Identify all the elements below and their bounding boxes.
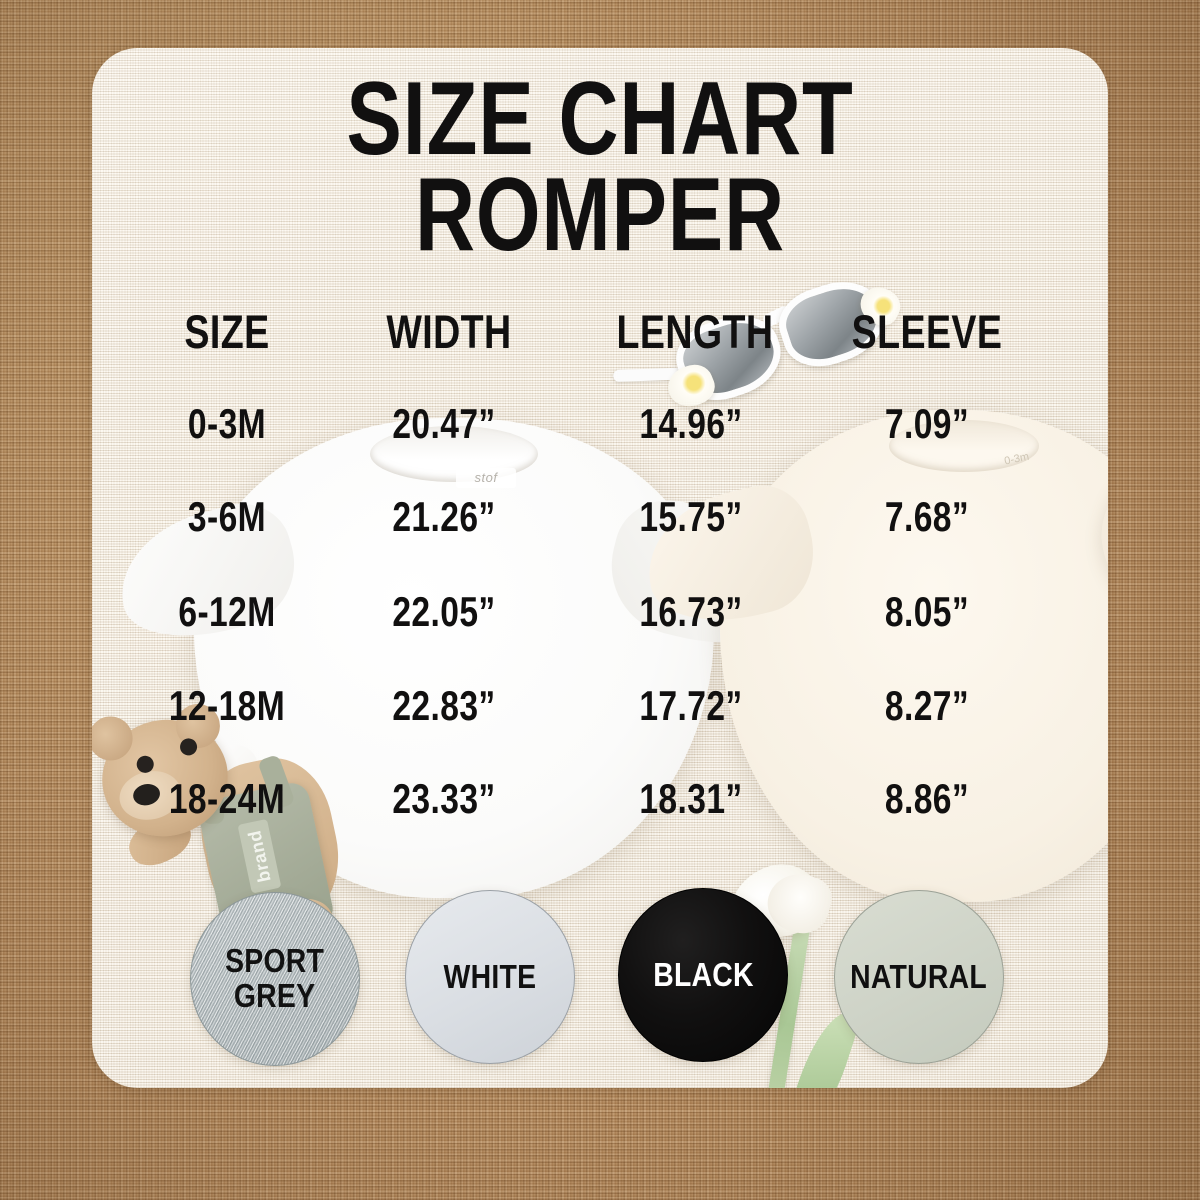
swatch-label-line1: SPORT bbox=[225, 942, 325, 980]
color-swatch-label: NATURAL bbox=[850, 957, 988, 995]
table-cell-width: 21.26” bbox=[392, 493, 496, 540]
cream-romper-photo: 0-3m bbox=[633, 410, 1108, 902]
table-cell-width: 20.47” bbox=[392, 400, 496, 447]
table-cell-size: 12-18M bbox=[168, 682, 286, 729]
table-cell-width: 23.33” bbox=[392, 775, 496, 822]
swatch-label-line1: BLACK bbox=[652, 955, 754, 993]
table-cell-size: 3-6M bbox=[187, 493, 267, 540]
swatch-label-line1: WHITE bbox=[443, 957, 537, 995]
cream-romper-neckline bbox=[889, 420, 1040, 472]
color-swatch-black[interactable]: BLACK bbox=[618, 888, 788, 1062]
swatch-label-line2: GREY bbox=[234, 977, 316, 1014]
color-swatch-sport-grey[interactable]: SPORT GREY bbox=[190, 892, 360, 1066]
table-cell-sleeve: 7.68” bbox=[884, 493, 970, 540]
color-swatch-natural[interactable]: NATURAL bbox=[834, 890, 1004, 1064]
table-cell-sleeve: 7.09” bbox=[884, 400, 970, 447]
table-cell-sleeve: 8.05” bbox=[884, 588, 970, 635]
column-header-size: SIZE bbox=[184, 305, 270, 358]
color-swatch-label: WHITE bbox=[443, 957, 537, 995]
table-cell-size: 6-12M bbox=[178, 588, 276, 635]
table-cell-size: 0-3M bbox=[187, 400, 267, 447]
color-swatch-label: BLACK bbox=[652, 955, 754, 993]
table-cell-length: 18.31” bbox=[639, 775, 743, 822]
table-cell-length: 17.72” bbox=[639, 682, 743, 729]
color-swatch-label: SPORT GREY bbox=[225, 942, 325, 1014]
page-title-line2: ROMPER bbox=[415, 157, 785, 273]
table-cell-width: 22.83” bbox=[392, 682, 496, 729]
white-romper-tag: stof bbox=[456, 468, 516, 488]
column-header-length: LENGTH bbox=[616, 305, 774, 358]
table-cell-sleeve: 8.27” bbox=[884, 682, 970, 729]
table-cell-length: 14.96” bbox=[639, 400, 743, 447]
column-header-width: WIDTH bbox=[386, 305, 512, 358]
table-cell-length: 15.75” bbox=[639, 493, 743, 540]
column-header-sleeve: SLEEVE bbox=[851, 305, 1003, 358]
table-cell-size: 18-24M bbox=[168, 775, 286, 822]
color-swatch-white[interactable]: WHITE bbox=[405, 890, 575, 1064]
swatch-label-line1: NATURAL bbox=[850, 957, 988, 995]
table-cell-width: 22.05” bbox=[392, 588, 496, 635]
page-title-line1: SIZE CHART bbox=[346, 61, 854, 177]
table-cell-sleeve: 8.86” bbox=[884, 775, 970, 822]
table-cell-length: 16.73” bbox=[639, 588, 743, 635]
